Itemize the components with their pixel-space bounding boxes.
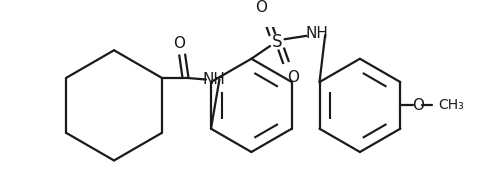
Text: O: O (412, 98, 424, 113)
Text: O: O (255, 0, 267, 15)
Text: CH₃: CH₃ (438, 98, 464, 112)
Text: NH: NH (202, 72, 225, 87)
Text: O: O (287, 70, 299, 85)
Text: O: O (174, 36, 185, 50)
Text: NH: NH (305, 26, 328, 41)
Text: S: S (272, 33, 282, 51)
